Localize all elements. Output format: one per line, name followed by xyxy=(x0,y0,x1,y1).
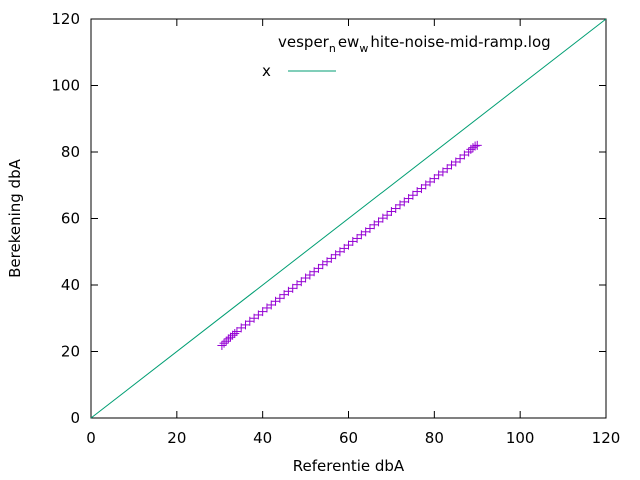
data-point-marker xyxy=(225,332,235,342)
data-point-marker xyxy=(391,204,401,214)
x-tick-label: 40 xyxy=(253,429,272,447)
y-tick-label: 100 xyxy=(51,77,80,95)
data-point-marker xyxy=(219,338,229,348)
data-point-marker xyxy=(470,141,480,151)
data-point-marker xyxy=(217,341,227,351)
y-tick-label: 60 xyxy=(61,210,80,228)
axis-ticks xyxy=(90,18,607,419)
data-point-marker xyxy=(313,263,323,273)
y-tick-label: 20 xyxy=(61,343,80,361)
reference-line xyxy=(90,18,607,419)
data-point-marker xyxy=(416,184,426,194)
legend-title-part: vesper xyxy=(278,33,330,51)
data-point-marker xyxy=(241,320,250,330)
data-point-marker xyxy=(472,140,482,150)
data-point-marker xyxy=(221,336,231,346)
data-point-marker xyxy=(442,164,452,174)
legend-title-sub: n xyxy=(329,42,336,55)
x-axis-label: Referentie dbA xyxy=(293,457,405,475)
data-point-marker xyxy=(275,293,285,303)
legend-title-part: hite-noise-mid-ramp.log xyxy=(370,33,550,51)
data-point-marker xyxy=(408,190,418,200)
data-point-marker xyxy=(288,283,298,293)
data-point-marker xyxy=(232,327,242,337)
x-tick-label: 120 xyxy=(592,429,621,447)
data-point-marker xyxy=(223,334,233,344)
data-point-marker xyxy=(429,174,439,184)
data-point-marker xyxy=(468,143,478,153)
data-point-marker xyxy=(230,329,240,339)
legend-title-part: ew xyxy=(338,33,360,51)
data-point-marker xyxy=(344,240,353,250)
legend-title: vespern eww hite-noise-mid-ramp.log xyxy=(278,33,551,55)
legend-line-label: x xyxy=(262,62,271,80)
data-series xyxy=(90,18,607,419)
y-tick-label: 40 xyxy=(61,276,80,294)
y-axis-label: Berekening dbA xyxy=(6,158,24,277)
x-tick-label: 80 xyxy=(425,429,444,447)
data-point-marker xyxy=(296,277,306,287)
data-point-marker xyxy=(258,307,268,317)
data-point-marker xyxy=(228,330,238,340)
x-tick-label: 20 xyxy=(167,429,186,447)
x-tick-label: 0 xyxy=(86,429,96,447)
data-point-marker xyxy=(455,154,465,164)
legend-title-sub: w xyxy=(359,42,368,55)
data-point-marker xyxy=(365,223,375,233)
data-point-marker xyxy=(374,217,384,227)
y-tick-label: 80 xyxy=(61,143,80,161)
data-point-marker xyxy=(326,253,336,263)
x-tick-label: 100 xyxy=(506,429,535,447)
legend: vespern eww hite-noise-mid-ramp.log x xyxy=(262,33,551,80)
data-point-marker xyxy=(266,300,276,310)
tick-labels: 0 20 40 60 80 100 120 0 20 40 60 80 100 120 xyxy=(51,10,620,447)
data-point-marker xyxy=(382,210,392,220)
y-tick-label: 0 xyxy=(70,409,80,427)
y-tick-label: 120 xyxy=(51,10,80,28)
data-point-marker xyxy=(352,233,362,243)
x-tick-label: 60 xyxy=(339,429,358,447)
